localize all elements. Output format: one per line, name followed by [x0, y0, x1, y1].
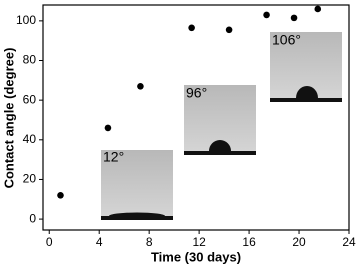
substrate: [270, 98, 342, 102]
x-tick-label: 12: [192, 235, 206, 249]
plot-frame: [42, 4, 350, 231]
y-tick-label: 100: [16, 13, 36, 27]
y-tick-label: 80: [23, 53, 37, 67]
x-tick-label: 8: [146, 235, 153, 249]
x-tick-label: 16: [242, 235, 256, 249]
data-point: [314, 5, 322, 13]
substrate: [184, 151, 256, 155]
data-point: [137, 82, 144, 90]
data-point: [57, 192, 64, 199]
insets: [101, 32, 342, 220]
x-tick-label: 24: [342, 235, 356, 249]
x-tick-label: 4: [96, 235, 103, 249]
data-point: [188, 24, 195, 32]
droplet: [296, 86, 318, 98]
data-point: [225, 26, 233, 34]
y-tick-label: 40: [23, 132, 37, 146]
x-axis-title: Time (30 days): [151, 249, 241, 264]
droplet: [209, 140, 231, 151]
y-tick-label: 20: [23, 172, 37, 186]
inset-image: [101, 150, 173, 220]
inset-label: 12°: [103, 149, 124, 165]
y-tick-label: 60: [23, 92, 37, 106]
y-axis-title: Contact angle (degree): [1, 48, 16, 189]
substrate: [101, 216, 173, 220]
data-point: [104, 124, 112, 132]
y-tick-label: 0: [29, 211, 36, 225]
data-point: [290, 14, 298, 22]
x-tick-label: 20: [292, 235, 306, 249]
data-point: [263, 11, 270, 19]
inset-label: 96°: [186, 85, 207, 101]
inset-label: 106°: [272, 32, 301, 48]
x-tick-label: 0: [46, 235, 53, 249]
